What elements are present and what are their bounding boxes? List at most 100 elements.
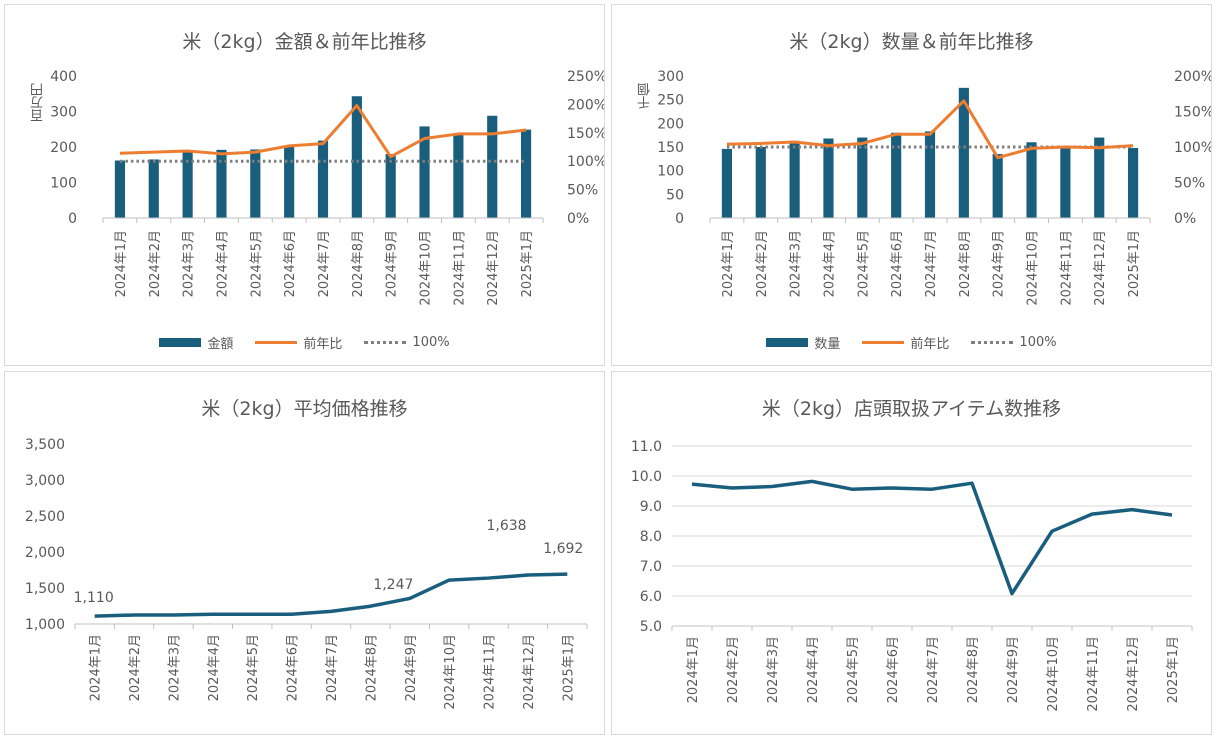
x-tick-label: 2024年3月: [789, 230, 804, 297]
legend-dotted-swatch: [364, 341, 407, 344]
x-tick-label: 2024年10月: [1046, 636, 1061, 712]
chart-title: 米（2kg）数量＆前年比推移: [789, 31, 1034, 53]
y-tick-label: 1,500: [25, 581, 65, 597]
x-tick-label: 2025年1月: [561, 634, 576, 701]
bar: [1094, 137, 1105, 218]
data-label: 1,110: [74, 590, 114, 606]
bar: [823, 138, 834, 218]
y-tick-label: 5.0: [640, 619, 662, 635]
quantity-chart-panel: 米（2kg）数量＆前年比推移 千個 0 50 100 150 200 250 300 0% 50…: [611, 4, 1212, 366]
x-tick-label: 2024年11月: [483, 634, 498, 710]
y-tick-label: 100: [50, 176, 77, 192]
y2-tick-label: 150%: [1174, 105, 1212, 121]
quantity-chart-plot: 0 50 100 150 200 250 300 0% 50% 100% 150% 200% 2024年…: [657, 69, 1212, 306]
data-label: 1,692: [543, 541, 583, 557]
legend-item-quantity: 数量: [766, 333, 840, 352]
legend-label: 数量: [814, 337, 841, 352]
bar: [182, 152, 193, 218]
bar: [992, 154, 1003, 218]
x-tick-label: 2024年4月: [215, 230, 230, 297]
y-tick-label: 150: [657, 140, 684, 156]
x-tick-label: 2024年5月: [846, 636, 861, 703]
x-tick-label: 2024年5月: [246, 634, 261, 701]
series-line: [691, 479, 1173, 596]
y2-tick-label: 150%: [567, 126, 605, 142]
x-tick-label: 2024年8月: [351, 230, 366, 297]
series-line: [94, 572, 568, 618]
bar: [250, 149, 261, 218]
data-label: 1,247: [373, 577, 413, 593]
bar: [453, 133, 464, 218]
x-tick-label: 2025年1月: [1166, 636, 1181, 703]
x-tick-label: 2024年9月: [992, 230, 1007, 297]
y-tick-label: 9.0: [640, 499, 662, 515]
yoy-line: [726, 99, 1134, 160]
y-tick-label: 11.0: [631, 439, 662, 455]
yoy-line: [119, 104, 527, 159]
bar: [385, 154, 396, 218]
x-tick-label: 2024年4月: [207, 634, 222, 701]
y-tick-label: 250: [657, 93, 684, 109]
x-tick-label: 2024年1月: [686, 636, 701, 703]
legend-item-yoy: 前年比: [862, 333, 949, 352]
bar: [284, 145, 295, 218]
y2-tick-label: 0%: [1174, 211, 1196, 227]
x-tick-label: 2024年3月: [167, 634, 182, 701]
avg-price-chart-plot: 1,000 1,500 2,000 2,500 3,000 3,500 1,110 1,247…: [25, 437, 588, 710]
x-tick-label: 2024年6月: [886, 636, 901, 703]
y-tick-label: 200: [50, 140, 77, 156]
x-tick-label: 2024年11月: [452, 230, 467, 306]
bar: [924, 131, 936, 218]
x-tick-label: 2024年5月: [249, 230, 264, 297]
amount-chart-panel: 米（2kg）金額＆前年比推移 百万円 0 100 200 300 400 0% 50% 100…: [4, 4, 605, 366]
legend-dotted-swatch: [971, 341, 1014, 344]
x-tick-label: 2024年4月: [822, 230, 837, 297]
x-tick-label: 2024年11月: [1059, 230, 1074, 306]
y2-tick-label: 200%: [567, 97, 605, 113]
x-tick-label: 2024年6月: [286, 634, 301, 701]
chart-title: 米（2kg）金額＆前年比推移: [182, 31, 427, 53]
bar: [114, 160, 125, 218]
x-tick-label: 2025年1月: [520, 230, 535, 297]
bar: [958, 87, 969, 218]
x-tick-label: 2024年8月: [966, 636, 981, 703]
bar: [317, 140, 329, 218]
x-tick-label: 2024年3月: [182, 230, 197, 297]
y-tick-label: 100: [657, 164, 684, 180]
y-tick-label: 7.0: [640, 559, 662, 575]
x-tick-label: 2024年12月: [1126, 636, 1141, 712]
y2-tick-label: 100%: [1174, 140, 1212, 156]
legend-item-yoy: 前年比: [255, 333, 342, 352]
x-tick-label: 2024年5月: [856, 230, 871, 297]
bar: [1060, 147, 1071, 218]
x-tick-label: 2024年8月: [364, 634, 379, 701]
legend-line-swatch: [862, 341, 905, 344]
legend-label: 100%: [1019, 335, 1057, 350]
y-tick-label: 6.0: [640, 589, 662, 605]
bar: [487, 115, 498, 218]
x-tick-label: 2024年9月: [1006, 636, 1021, 703]
bar: [521, 129, 532, 218]
y-tick-label: 3,000: [25, 473, 65, 489]
x-tick-label: 2024年6月: [890, 230, 905, 297]
bar: [1026, 142, 1037, 218]
x-tick-label: 2024年7月: [926, 636, 941, 703]
data-label: 1,638: [486, 518, 526, 534]
legend-item-100pct: 100%: [364, 333, 450, 352]
x-tick-label: 2024年1月: [114, 230, 129, 297]
x-tick-label: 2024年12月: [486, 230, 501, 306]
chart-legend: 金額 前年比 100%: [5, 333, 604, 352]
bar: [148, 159, 159, 218]
bar: [216, 149, 227, 218]
avg-price-chart-panel: 米（2kg）平均価格推移 1,000 1,500 2,000 2,500 3,000 3,…: [4, 371, 605, 735]
chart-title: 米（2kg）平均価格推移: [201, 398, 408, 420]
y-tick-label: 50: [666, 187, 684, 203]
y-tick-label: 300: [50, 105, 77, 121]
legend-label: 金額: [207, 337, 234, 352]
x-tick-label: 2024年9月: [404, 634, 419, 701]
y-tick-label: 200: [657, 116, 684, 132]
bar: [789, 140, 800, 218]
chart-title: 米（2kg）店頭取扱アイテム数推移: [761, 398, 1062, 420]
x-tick-label: 2024年10月: [419, 230, 434, 306]
y2-tick-label: 250%: [567, 69, 605, 85]
